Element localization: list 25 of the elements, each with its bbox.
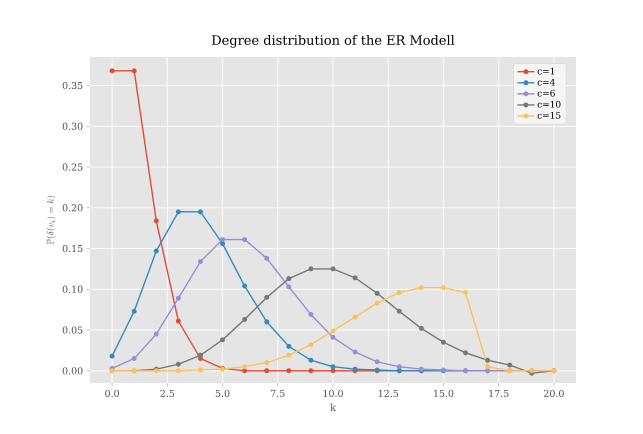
x-tick-label: 10.0 bbox=[324, 390, 343, 398]
x-tick-label: 20.0 bbox=[544, 390, 564, 398]
y-tick-label: 0.05 bbox=[62, 326, 82, 334]
x-tick-label: 7.5 bbox=[271, 390, 285, 397]
legend-label: c=10 bbox=[538, 100, 561, 108]
y-tick-label: 0.10 bbox=[62, 286, 83, 293]
y-axis-title: $\mathbb{P}(\delta(v_i) = k)$ bbox=[46, 196, 56, 245]
x-axis-title: k bbox=[330, 404, 336, 411]
y-tick-label: 0.20 bbox=[62, 204, 83, 212]
x-tick-label: 17.5 bbox=[489, 390, 508, 398]
legend-label: c=1 bbox=[538, 68, 554, 74]
x-tick-label: 5.0 bbox=[216, 390, 230, 398]
y-tick-label: 0.35 bbox=[62, 82, 82, 90]
y-tick-label: 0.25 bbox=[62, 163, 82, 171]
x-tick-label: 2.5 bbox=[160, 390, 174, 398]
legend-label: c=15 bbox=[538, 112, 560, 119]
y-tick-label: 0.00 bbox=[62, 367, 83, 374]
x-tick-label: 12.5 bbox=[378, 390, 398, 398]
legend-label: c=6 bbox=[538, 90, 555, 97]
y-tick-label: 0.30 bbox=[62, 122, 83, 130]
legend-label: c=4 bbox=[538, 78, 555, 86]
y-tick-label: 0.15 bbox=[62, 244, 82, 252]
chart-title: Degree distribution of the ER Modell bbox=[212, 34, 454, 48]
x-tick-label: 15.0 bbox=[434, 390, 454, 398]
x-tick-label: 0.0 bbox=[105, 390, 119, 398]
